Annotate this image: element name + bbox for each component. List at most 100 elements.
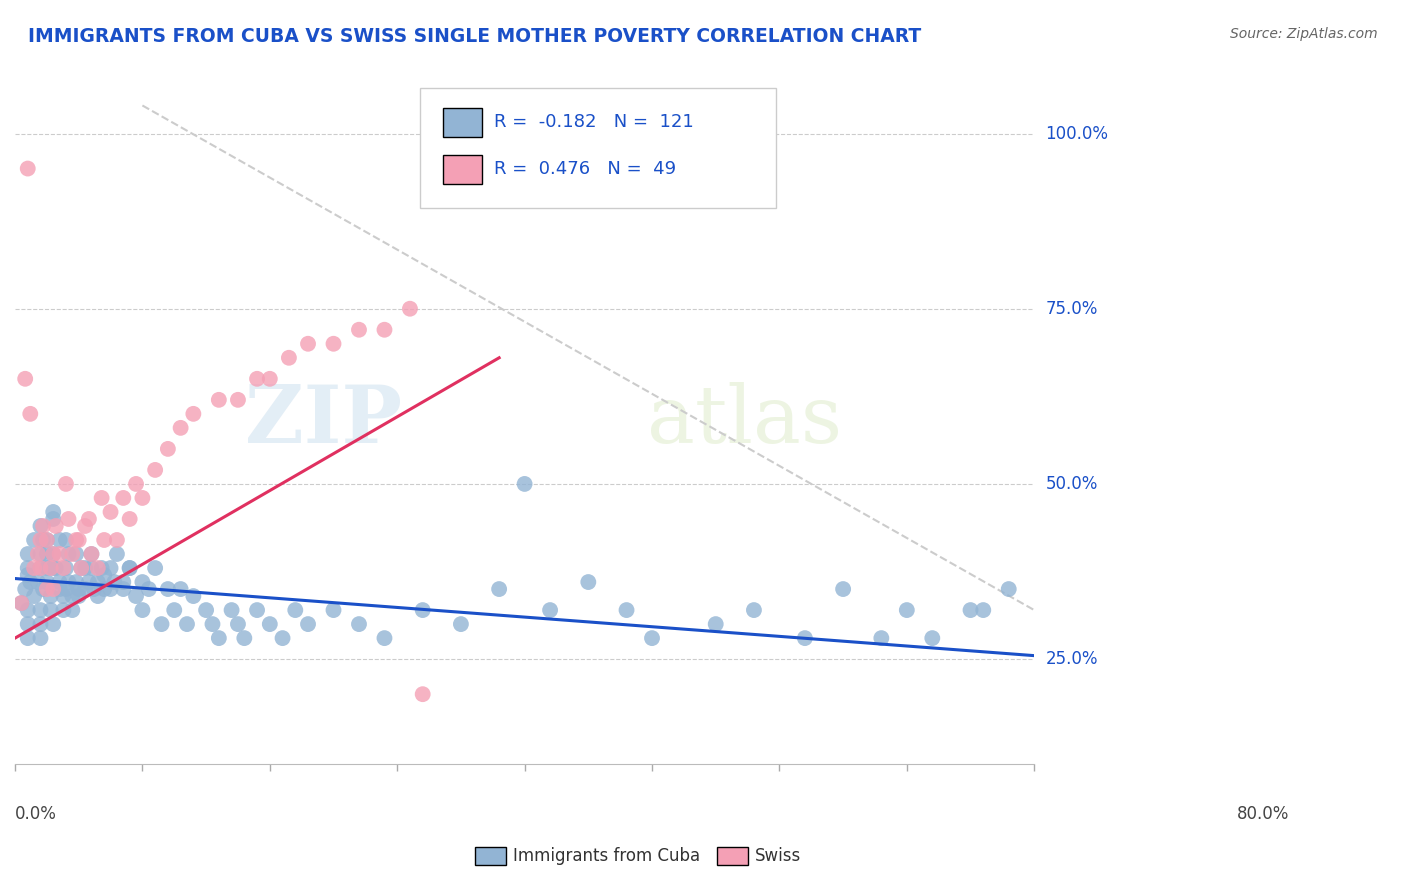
Point [156,442,179,456]
Point [55,477,77,491]
Point [896,603,918,617]
Point [277,351,299,365]
Point [48,582,70,596]
Point [32,519,55,533]
Point [176,617,198,632]
Point [10,596,32,610]
Point [52,561,75,575]
Text: 0.0%: 0.0% [15,805,56,823]
Point [22,589,45,603]
Text: R =  -0.182   N =  121: R = -0.182 N = 121 [494,113,693,131]
Point [32,533,55,547]
Point [39,589,62,603]
Point [32,582,55,596]
Point [10,596,32,610]
Point [93,533,115,547]
Point [20,575,42,590]
Point [42,617,65,632]
Point [55,561,77,575]
Text: Source: ZipAtlas.com: Source: ZipAtlas.com [1230,27,1378,41]
Point [143,561,166,575]
Point [67,582,90,596]
Point [77,575,100,590]
Point [42,505,65,519]
Point [972,603,994,617]
Point [90,561,112,575]
Point [65,547,87,561]
Point [131,603,153,617]
Point [90,491,112,505]
Point [67,533,90,547]
Point [576,575,599,590]
Point [80,561,103,575]
Point [30,631,52,645]
Point [412,603,434,617]
Point [112,575,135,590]
Point [30,561,52,575]
Point [226,392,249,407]
Point [42,582,65,596]
FancyBboxPatch shape [443,108,482,137]
Point [169,582,191,596]
Point [450,617,472,632]
Point [42,547,65,561]
Point [347,617,370,632]
FancyBboxPatch shape [419,87,776,208]
Text: 25.0%: 25.0% [1045,650,1098,668]
Point [42,547,65,561]
Text: Immigrants from Cuba: Immigrants from Cuba [513,847,700,865]
Point [58,547,80,561]
Point [75,519,97,533]
Point [742,603,765,617]
Point [80,547,103,561]
Point [30,617,52,632]
Point [373,323,395,337]
Point [195,603,218,617]
Point [35,582,58,596]
Point [118,561,141,575]
Point [143,463,166,477]
Point [641,631,664,645]
Point [35,533,58,547]
Point [118,512,141,526]
Point [87,561,110,575]
Point [105,547,128,561]
Text: 80.0%: 80.0% [1237,805,1289,823]
Point [208,392,231,407]
Point [112,491,135,505]
Point [58,512,80,526]
Point [322,603,344,617]
Point [125,589,148,603]
Point [22,561,45,575]
Point [163,603,186,617]
Point [35,533,58,547]
Point [246,603,269,617]
Point [832,582,855,596]
Point [87,575,110,590]
Point [42,561,65,575]
Text: IMMIGRANTS FROM CUBA VS SWISS SINGLE MOTHER POVERTY CORRELATION CHART: IMMIGRANTS FROM CUBA VS SWISS SINGLE MOT… [28,27,921,45]
Point [30,533,52,547]
Point [48,533,70,547]
Point [103,575,125,590]
Point [226,617,249,632]
Point [45,561,67,575]
Point [35,547,58,561]
Point [93,582,115,596]
Point [271,631,294,645]
Point [60,547,83,561]
Point [52,603,75,617]
Point [100,561,122,575]
Point [55,582,77,596]
Point [17,617,39,632]
Point [22,533,45,547]
Point [30,519,52,533]
Point [30,561,52,575]
Text: atlas: atlas [647,382,842,460]
Point [17,603,39,617]
Point [48,575,70,590]
Point [201,617,224,632]
Point [17,631,39,645]
Point [77,512,100,526]
Point [65,533,87,547]
